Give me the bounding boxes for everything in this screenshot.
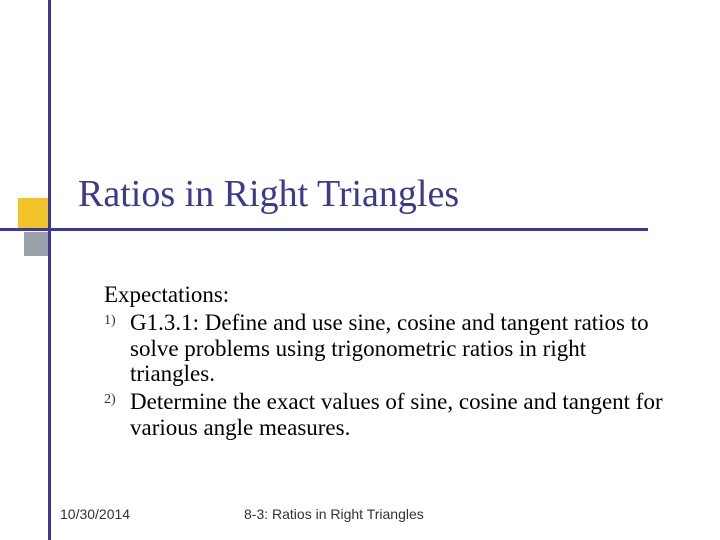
accent-square-yellow bbox=[18, 198, 48, 228]
accent-vertical-line bbox=[48, 0, 51, 540]
accent-square-gray bbox=[24, 232, 48, 256]
body-content: Expectations: G1.3.1: Define and use sin… bbox=[104, 282, 664, 443]
accent-horizontal-line bbox=[0, 228, 648, 231]
expectations-item: G1.3.1: Define and use sine, cosine and … bbox=[130, 310, 664, 387]
slide-title: Ratios in Right Triangles bbox=[78, 172, 459, 216]
expectations-list: G1.3.1: Define and use sine, cosine and … bbox=[104, 310, 664, 441]
slide: Ratios in Right Triangles Expectations: … bbox=[0, 0, 720, 540]
footer-label: 8-3: Ratios in Right Triangles bbox=[244, 506, 424, 522]
footer-date: 10/30/2014 bbox=[60, 506, 130, 522]
expectations-label: Expectations: bbox=[104, 282, 664, 308]
expectations-item: Determine the exact values of sine, cosi… bbox=[130, 389, 664, 441]
